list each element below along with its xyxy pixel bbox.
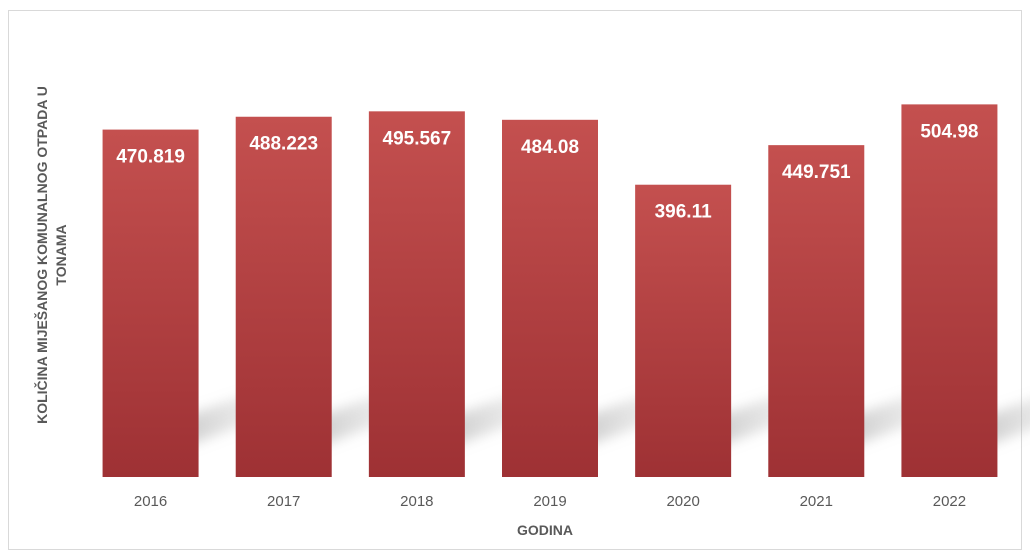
data-label-2021: 449.751 <box>782 162 851 183</box>
data-label-2016: 470.819 <box>116 147 185 168</box>
x-tick-2018: 2018 <box>400 493 433 510</box>
data-labels-group: 470.819 488.223 495.567 484.08 396.11 449.751… <box>116 121 978 222</box>
x-tick-labels-group: 2016 2017 2018 2019 2020 2021 2022 <box>134 493 966 510</box>
bar-2022 <box>901 104 998 477</box>
bar-2017 <box>235 116 332 477</box>
x-axis-title: GODINA <box>517 522 573 538</box>
x-tick-2022: 2022 <box>933 493 966 510</box>
x-tick-2020: 2020 <box>666 493 699 510</box>
data-label-2019: 484.08 <box>521 137 579 158</box>
data-label-2022: 504.98 <box>920 121 978 142</box>
bar-2016 <box>102 129 199 478</box>
y-axis-title: KOLIČINA MIJEŠANOG KOMUNALNOG OTPADA U T… <box>33 86 69 424</box>
bars-group <box>102 104 998 478</box>
x-tick-2021: 2021 <box>800 493 833 510</box>
data-label-2020: 396.11 <box>655 202 712 223</box>
x-tick-2016: 2016 <box>134 493 167 510</box>
bar-2018 <box>368 111 465 477</box>
bar-2020 <box>635 184 732 478</box>
y-axis-title-line-1: KOLIČINA MIJEŠANOG KOMUNALNOG OTPADA U <box>33 86 50 424</box>
data-label-2017: 488.223 <box>249 134 318 155</box>
y-axis-title-line-2: TONAMA <box>53 224 69 285</box>
x-tick-2019: 2019 <box>533 493 566 510</box>
bar-2021 <box>768 145 865 477</box>
data-label-2018: 495.567 <box>383 128 452 149</box>
bar-2019 <box>502 119 598 478</box>
x-tick-2017: 2017 <box>267 493 300 510</box>
